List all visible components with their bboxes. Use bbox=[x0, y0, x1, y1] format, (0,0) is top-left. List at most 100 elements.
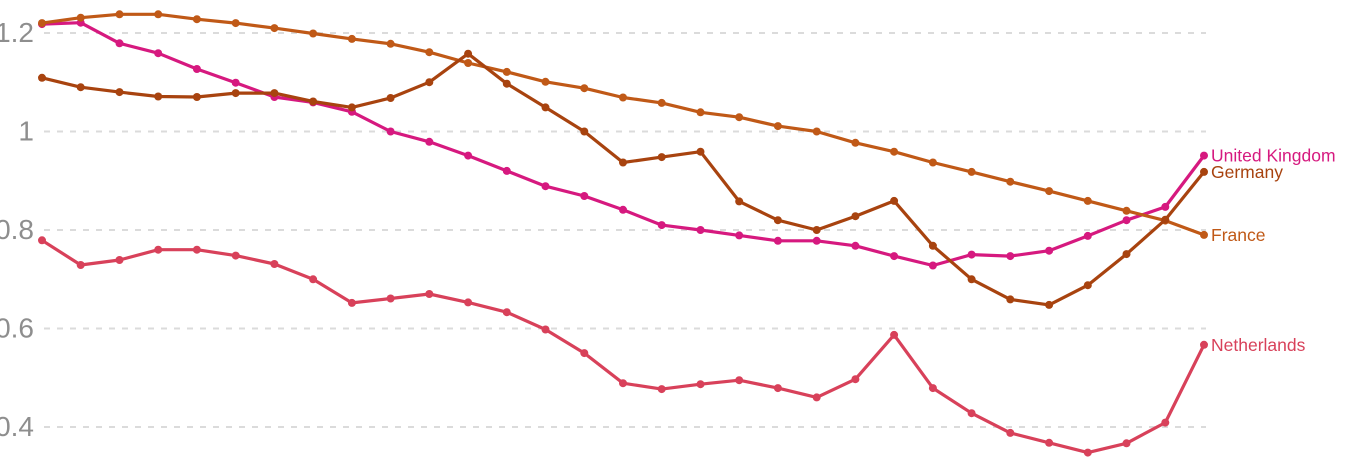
series-point-germany[interactable] bbox=[967, 275, 976, 284]
series-point-netherlands[interactable] bbox=[928, 384, 937, 393]
series-line-netherlands[interactable] bbox=[40, 238, 1206, 455]
series-point-france[interactable] bbox=[541, 77, 550, 86]
series-point-netherlands[interactable] bbox=[580, 349, 589, 358]
series-point-united-kingdom[interactable] bbox=[967, 250, 976, 259]
series-point-united-kingdom[interactable] bbox=[773, 236, 782, 245]
series-point-france[interactable] bbox=[928, 158, 937, 167]
series-label-netherlands[interactable]: Netherlands bbox=[1211, 335, 1306, 355]
series-point-germany[interactable] bbox=[386, 94, 395, 102]
series-point-france[interactable] bbox=[309, 29, 318, 38]
series-point-netherlands[interactable] bbox=[657, 385, 666, 394]
series-point-germany[interactable] bbox=[1200, 167, 1208, 176]
series-point-germany[interactable] bbox=[851, 212, 860, 221]
series-point-germany[interactable] bbox=[502, 79, 511, 88]
series-point-germany[interactable] bbox=[347, 103, 356, 112]
series-point-united-kingdom[interactable] bbox=[696, 226, 705, 234]
series-point-netherlands[interactable] bbox=[425, 290, 434, 298]
series-point-france[interactable] bbox=[696, 108, 705, 117]
series-point-netherlands[interactable] bbox=[231, 251, 240, 260]
series-point-france[interactable] bbox=[231, 19, 240, 28]
series-point-netherlands[interactable] bbox=[773, 384, 782, 393]
series-point-netherlands[interactable] bbox=[1083, 448, 1092, 457]
series-point-netherlands[interactable] bbox=[890, 330, 899, 339]
series-point-france[interactable] bbox=[192, 15, 201, 24]
series-label-germany[interactable]: Germany bbox=[1211, 162, 1283, 182]
series-point-united-kingdom[interactable] bbox=[231, 78, 240, 87]
series-point-germany[interactable] bbox=[580, 127, 589, 136]
series-point-france[interactable] bbox=[386, 39, 395, 48]
series-point-united-kingdom[interactable] bbox=[115, 39, 124, 48]
series-point-united-kingdom[interactable] bbox=[1006, 252, 1015, 261]
series-point-netherlands[interactable] bbox=[386, 294, 395, 303]
series-point-germany[interactable] bbox=[735, 197, 744, 206]
series-point-netherlands[interactable] bbox=[812, 393, 821, 402]
series-point-germany[interactable] bbox=[425, 78, 434, 87]
series-point-france[interactable] bbox=[464, 59, 473, 67]
series-point-france[interactable] bbox=[1045, 187, 1054, 196]
series-point-france[interactable] bbox=[890, 147, 899, 156]
series-point-france[interactable] bbox=[425, 48, 434, 57]
series-point-united-kingdom[interactable] bbox=[386, 127, 395, 136]
series-line-france[interactable] bbox=[40, 12, 1206, 237]
series-point-germany[interactable] bbox=[619, 158, 627, 167]
series-point-france[interactable] bbox=[1006, 177, 1015, 186]
series-point-germany[interactable] bbox=[38, 73, 46, 82]
series-label-united-kingdom[interactable]: United Kingdom bbox=[1211, 146, 1336, 166]
series-point-germany[interactable] bbox=[464, 49, 473, 58]
series-point-germany[interactable] bbox=[696, 147, 705, 156]
series-point-france[interactable] bbox=[115, 10, 124, 19]
series-point-netherlands[interactable] bbox=[1122, 439, 1131, 448]
series-label-france[interactable]: France bbox=[1211, 225, 1265, 245]
series-point-germany[interactable] bbox=[1083, 281, 1092, 290]
series-point-france[interactable] bbox=[735, 113, 744, 122]
series-point-germany[interactable] bbox=[890, 196, 899, 205]
series-point-france[interactable] bbox=[502, 67, 511, 76]
series-point-netherlands[interactable] bbox=[696, 380, 705, 389]
series-point-germany[interactable] bbox=[812, 226, 821, 234]
series-point-france[interactable] bbox=[580, 84, 589, 93]
series-point-france[interactable] bbox=[1200, 230, 1208, 239]
series-point-netherlands[interactable] bbox=[154, 245, 163, 254]
series-point-united-kingdom[interactable] bbox=[812, 236, 821, 245]
series-point-netherlands[interactable] bbox=[115, 256, 124, 264]
series-point-france[interactable] bbox=[154, 10, 163, 19]
series-point-netherlands[interactable] bbox=[270, 260, 279, 268]
series-point-germany[interactable] bbox=[231, 89, 240, 98]
series-line-germany[interactable] bbox=[40, 52, 1206, 307]
series-point-france[interactable] bbox=[76, 13, 85, 22]
series-point-france[interactable] bbox=[657, 98, 666, 107]
series-point-netherlands[interactable] bbox=[347, 298, 356, 307]
series-point-united-kingdom[interactable] bbox=[425, 137, 434, 146]
series-point-united-kingdom[interactable] bbox=[1083, 231, 1092, 240]
series-point-united-kingdom[interactable] bbox=[735, 231, 744, 240]
series-point-netherlands[interactable] bbox=[1006, 428, 1015, 437]
series-point-united-kingdom[interactable] bbox=[1200, 151, 1208, 160]
series-point-germany[interactable] bbox=[1006, 295, 1015, 304]
series-point-germany[interactable] bbox=[928, 241, 937, 250]
series-point-netherlands[interactable] bbox=[1045, 438, 1054, 447]
series-point-france[interactable] bbox=[851, 138, 860, 147]
series-point-united-kingdom[interactable] bbox=[1161, 202, 1170, 211]
series-point-united-kingdom[interactable] bbox=[657, 221, 666, 230]
series-point-france[interactable] bbox=[270, 24, 279, 33]
series-point-netherlands[interactable] bbox=[1161, 418, 1170, 427]
series-point-netherlands[interactable] bbox=[735, 376, 744, 385]
series-point-united-kingdom[interactable] bbox=[154, 49, 163, 58]
series-point-france[interactable] bbox=[967, 167, 976, 176]
series-point-germany[interactable] bbox=[154, 92, 163, 101]
series-point-germany[interactable] bbox=[1161, 215, 1170, 224]
series-point-france[interactable] bbox=[773, 122, 782, 131]
series-point-united-kingdom[interactable] bbox=[464, 151, 473, 160]
series-point-germany[interactable] bbox=[773, 216, 782, 225]
series-point-united-kingdom[interactable] bbox=[541, 182, 550, 191]
series-point-united-kingdom[interactable] bbox=[192, 65, 201, 73]
series-point-germany[interactable] bbox=[1122, 250, 1131, 259]
series-point-netherlands[interactable] bbox=[309, 275, 318, 284]
series-point-france[interactable] bbox=[1122, 206, 1131, 215]
series-point-netherlands[interactable] bbox=[1200, 340, 1208, 349]
series-point-netherlands[interactable] bbox=[502, 308, 511, 317]
series-point-germany[interactable] bbox=[657, 153, 666, 162]
series-point-france[interactable] bbox=[38, 19, 46, 28]
series-point-united-kingdom[interactable] bbox=[502, 166, 511, 175]
series-point-united-kingdom[interactable] bbox=[1045, 246, 1054, 255]
